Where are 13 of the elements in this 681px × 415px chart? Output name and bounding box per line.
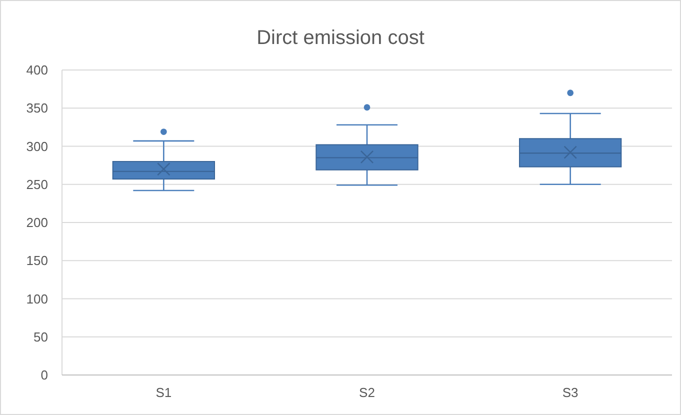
x-tick-label: S1 <box>156 385 172 400</box>
y-tick-label: 200 <box>26 215 48 230</box>
x-tick-label: S3 <box>562 385 578 400</box>
y-tick-label: 350 <box>26 100 48 116</box>
y-tick-label: 50 <box>34 329 48 344</box>
y-tick-label: 150 <box>26 253 48 268</box>
y-tick-label: 400 <box>26 62 48 78</box>
chart-title: Dirct emission cost <box>256 27 425 49</box>
y-tick-label: 250 <box>26 176 48 192</box>
y-tick-label: 0 <box>40 368 48 383</box>
y-tick-label: 300 <box>26 138 48 154</box>
x-tick-label: S2 <box>359 385 375 400</box>
y-tick-label: 100 <box>26 291 48 306</box>
